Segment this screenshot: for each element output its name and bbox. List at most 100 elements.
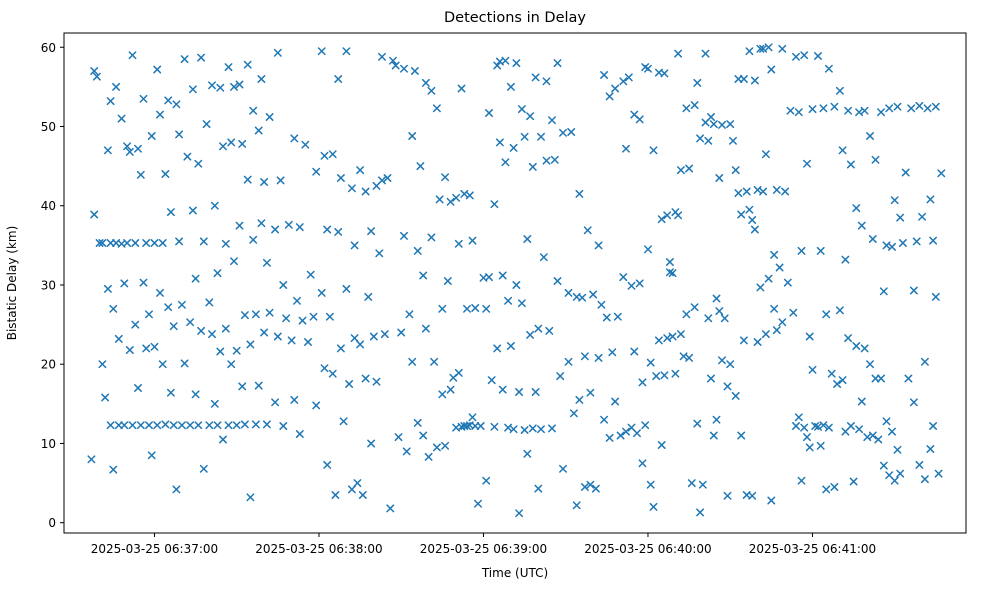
data-point-marker [868, 235, 877, 243]
data-point-marker [909, 286, 918, 295]
data-point-marker [630, 347, 639, 356]
data-point-marker [378, 176, 386, 185]
data-point-marker [103, 146, 112, 155]
data-point-marker [361, 374, 370, 383]
data-point-marker [394, 433, 403, 442]
data-point-marker [572, 501, 581, 510]
data-point-marker [775, 263, 784, 272]
data-point-marker [430, 357, 439, 366]
data-point-marker [169, 322, 178, 331]
data-point-marker [734, 189, 743, 198]
data-point-marker [707, 374, 715, 383]
y-tick-label: 30 [41, 278, 56, 292]
data-point-marker [712, 415, 721, 424]
data-point-marker [125, 147, 134, 156]
data-point-marker [106, 97, 115, 106]
data-point-marker [474, 499, 482, 508]
data-point-marker [293, 296, 301, 305]
data-point-marker [347, 184, 356, 193]
data-point-marker [704, 314, 713, 323]
data-point-marker [520, 132, 529, 141]
y-axis-label: Bistatic Delay (km) [5, 226, 19, 341]
data-point-marker [896, 213, 905, 222]
data-point-marker [597, 300, 606, 309]
data-point-marker [501, 158, 510, 167]
data-point-marker [756, 283, 765, 292]
data-point-marker [265, 308, 274, 317]
data-point-marker [866, 360, 874, 369]
data-point-marker [682, 310, 691, 319]
data-point-marker [487, 376, 496, 385]
data-point-marker [504, 296, 513, 305]
data-point-marker [578, 293, 587, 302]
data-point-marker [660, 69, 669, 78]
data-point-marker [147, 451, 156, 460]
data-point-marker [690, 101, 699, 110]
data-point-marker [622, 427, 630, 436]
data-point-marker [696, 134, 705, 143]
data-point-marker [114, 334, 123, 343]
data-point-marker [106, 239, 115, 247]
data-point-marker [594, 353, 603, 362]
data-point-marker [438, 304, 447, 313]
data-point-marker [364, 292, 373, 301]
data-point-marker [633, 429, 641, 438]
data-point-marker [227, 138, 236, 147]
data-point-marker [750, 225, 759, 234]
data-point-marker [356, 340, 365, 349]
plot-border [63, 32, 967, 534]
data-point-marker [814, 52, 822, 60]
data-point-marker [145, 310, 153, 319]
data-point-marker [224, 63, 233, 72]
data-point-marker [852, 342, 861, 350]
data-point-marker [600, 71, 609, 79]
data-point-marker [208, 330, 216, 339]
data-point-marker [608, 348, 617, 357]
data-point-marker [852, 204, 861, 213]
data-point-marker [246, 493, 255, 502]
data-point-marker [166, 208, 175, 217]
data-point-marker [542, 77, 551, 86]
data-point-marker [624, 73, 633, 82]
data-point-marker [909, 398, 918, 407]
data-point-marker [498, 271, 507, 280]
data-point-marker [95, 239, 104, 247]
data-point-marker [904, 374, 913, 383]
data-point-marker [575, 189, 584, 198]
data-point-marker [726, 360, 735, 369]
data-point-marker [172, 100, 181, 109]
data-point-marker [240, 420, 249, 429]
data-point-marker [347, 485, 356, 494]
data-point-marker [781, 187, 790, 196]
data-point-marker [323, 225, 332, 234]
data-point-marker [646, 358, 655, 367]
data-point-marker [164, 96, 173, 105]
data-point-marker [219, 142, 227, 151]
data-point-marker [199, 237, 208, 246]
data-point-marker [424, 452, 433, 461]
data-point-marker [693, 419, 702, 428]
data-point-marker [715, 307, 724, 316]
data-point-marker [896, 469, 905, 478]
data-point-marker [271, 225, 280, 234]
data-point-marker [441, 441, 450, 450]
data-point-marker [191, 390, 200, 399]
data-point-marker [334, 227, 343, 236]
data-point-marker [748, 491, 757, 500]
data-point-marker [816, 246, 825, 255]
data-point-marker [569, 409, 578, 418]
data-point-marker [523, 449, 532, 458]
x-tick-label: 2025-03-25 06:40:00 [584, 542, 711, 556]
data-point-marker [435, 195, 444, 204]
data-point-marker [279, 422, 288, 430]
data-point-marker [260, 178, 269, 186]
data-point-marker [770, 304, 779, 313]
data-point-marker [273, 48, 282, 57]
data-point-marker [125, 346, 134, 354]
data-point-marker [685, 164, 694, 173]
data-point-marker [145, 421, 153, 430]
data-point-marker [446, 385, 455, 394]
data-point-marker [312, 167, 321, 176]
data-point-marker [548, 116, 556, 125]
